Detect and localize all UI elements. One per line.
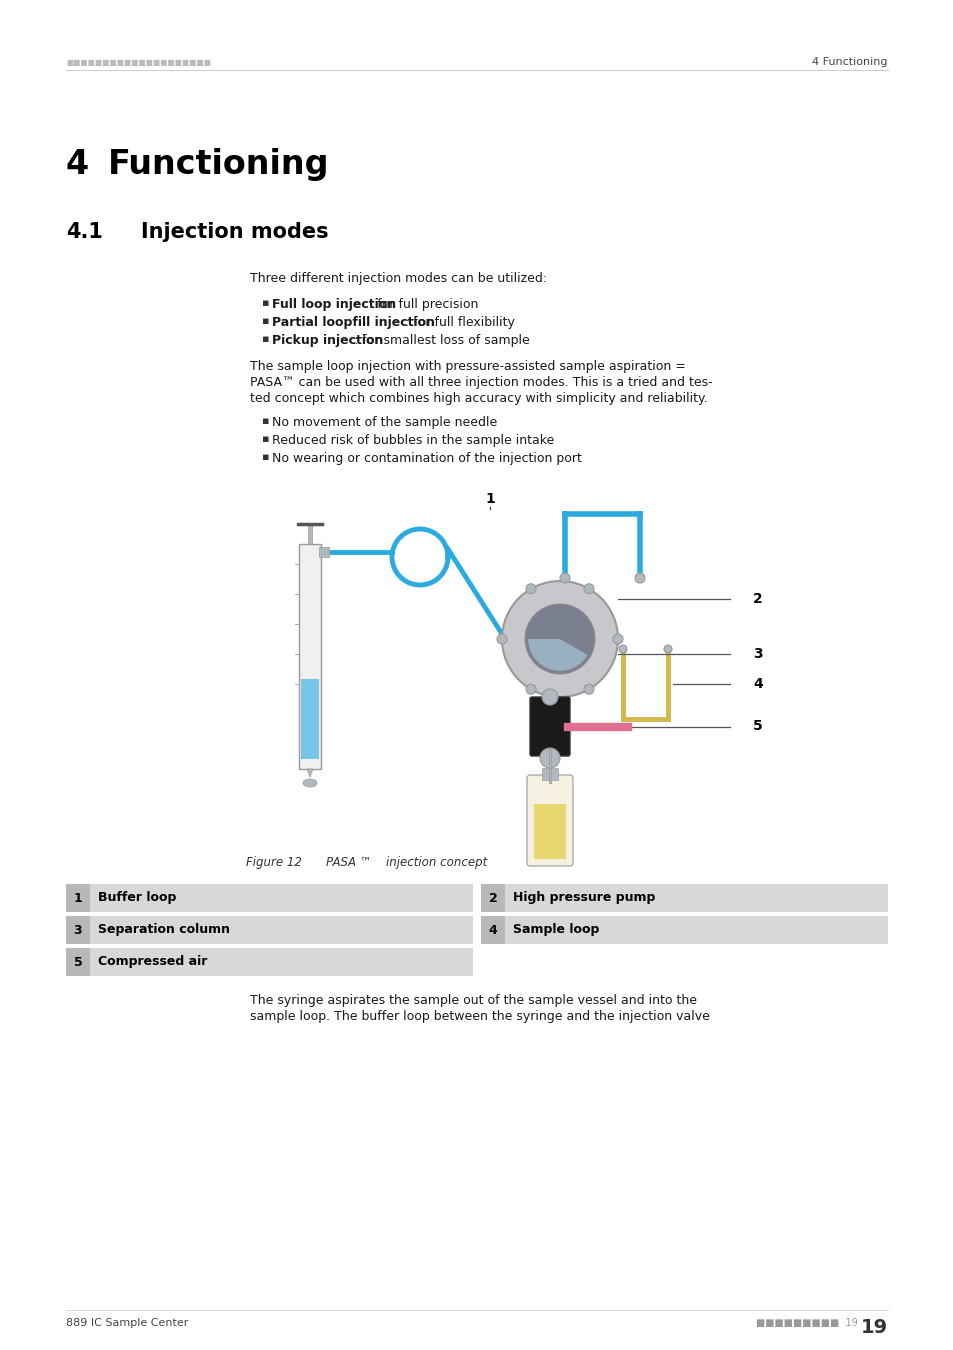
Text: Three different injection modes can be utilized:: Three different injection modes can be u… (250, 271, 547, 285)
Text: 2: 2 (488, 891, 497, 904)
Bar (480, 884, 887, 913)
Text: Sample loop: Sample loop (513, 923, 598, 937)
Text: 19: 19 (860, 1318, 887, 1336)
Bar (318, 547, 329, 558)
Bar (298, 544, 320, 770)
Circle shape (559, 572, 569, 583)
Text: 5: 5 (752, 720, 762, 733)
Circle shape (525, 583, 536, 594)
Text: ■■■■■■■■■  19: ■■■■■■■■■ 19 (756, 1318, 857, 1328)
Text: 5: 5 (73, 956, 82, 968)
Text: : for full precision: : for full precision (369, 298, 478, 311)
Text: 1: 1 (485, 491, 495, 506)
Text: injection concept: injection concept (386, 856, 487, 869)
Text: The syringe aspirates the sample out of the sample vessel and into the: The syringe aspirates the sample out of … (250, 994, 697, 1007)
Bar (548, 748, 551, 783)
Text: Compressed air: Compressed air (98, 956, 207, 968)
Bar (480, 917, 504, 944)
Bar (66, 917, 90, 944)
Text: : for full flexibility: : for full flexibility (405, 316, 515, 329)
Text: ▪: ▪ (262, 333, 269, 344)
Text: Full loop injection: Full loop injection (272, 298, 395, 311)
Bar (480, 884, 504, 913)
Circle shape (541, 688, 558, 705)
Circle shape (613, 634, 622, 644)
Text: Pickup injection: Pickup injection (272, 333, 383, 347)
Bar (66, 884, 90, 913)
Circle shape (583, 583, 594, 594)
Circle shape (525, 684, 536, 694)
Text: Figure 12: Figure 12 (246, 856, 301, 869)
Text: 4.1: 4.1 (66, 221, 103, 242)
Text: ■■■■■■■■■■■■■■■■■■■■: ■■■■■■■■■■■■■■■■■■■■ (66, 58, 211, 66)
Text: Buffer loop: Buffer loop (98, 891, 176, 904)
Circle shape (635, 572, 644, 583)
Circle shape (663, 645, 671, 653)
FancyBboxPatch shape (530, 697, 569, 756)
Text: 4: 4 (488, 923, 497, 937)
Text: ▪: ▪ (262, 433, 269, 444)
Circle shape (539, 748, 559, 768)
Text: No movement of the sample needle: No movement of the sample needle (272, 416, 497, 429)
Circle shape (583, 684, 594, 694)
Text: Partial loopfill injection: Partial loopfill injection (272, 316, 435, 329)
Text: 4: 4 (752, 676, 762, 691)
FancyBboxPatch shape (526, 775, 573, 865)
Text: The sample loop injection with pressure-assisted sample aspiration =: The sample loop injection with pressure-… (250, 360, 685, 373)
Wedge shape (528, 639, 587, 671)
Ellipse shape (303, 779, 316, 787)
Circle shape (618, 645, 626, 653)
Bar (66, 948, 90, 976)
Text: sample loop. The buffer loop between the syringe and the injection valve: sample loop. The buffer loop between the… (250, 1010, 709, 1023)
Text: ted concept which combines high accuracy with simplicity and reliability.: ted concept which combines high accuracy… (250, 392, 707, 405)
Polygon shape (307, 769, 313, 778)
Text: 4: 4 (66, 148, 89, 181)
Text: 889 IC Sample Center: 889 IC Sample Center (66, 1318, 188, 1328)
Text: High pressure pump: High pressure pump (513, 891, 655, 904)
Circle shape (525, 605, 594, 674)
Circle shape (501, 580, 618, 697)
Text: 1: 1 (73, 891, 82, 904)
Text: ▪: ▪ (262, 316, 269, 325)
Text: PASA ™: PASA ™ (326, 856, 371, 869)
Bar (534, 803, 565, 859)
Text: Separation column: Separation column (98, 923, 230, 937)
Text: ▪: ▪ (262, 416, 269, 427)
Text: No wearing or contamination of the injection port: No wearing or contamination of the injec… (272, 452, 581, 464)
Bar (308, 524, 312, 544)
Text: : for smallest loss of sample: : for smallest loss of sample (354, 333, 529, 347)
Text: 3: 3 (752, 647, 761, 662)
Text: 4 Functioning: 4 Functioning (812, 57, 887, 68)
Text: PASA™ can be used with all three injection modes. This is a tried and tes-: PASA™ can be used with all three injecti… (250, 377, 712, 389)
Text: ▪: ▪ (262, 452, 269, 462)
Bar (480, 917, 887, 944)
Text: Functioning: Functioning (108, 148, 329, 181)
Text: Reduced risk of bubbles in the sample intake: Reduced risk of bubbles in the sample in… (272, 433, 554, 447)
Text: 2: 2 (752, 593, 762, 606)
Circle shape (497, 634, 506, 644)
Bar (66, 884, 473, 913)
Bar (66, 948, 473, 976)
Bar (301, 679, 318, 759)
Bar (66, 917, 473, 944)
Text: ▪: ▪ (262, 298, 269, 308)
Bar (541, 768, 558, 780)
Text: Injection modes: Injection modes (141, 221, 328, 242)
Text: 3: 3 (73, 923, 82, 937)
